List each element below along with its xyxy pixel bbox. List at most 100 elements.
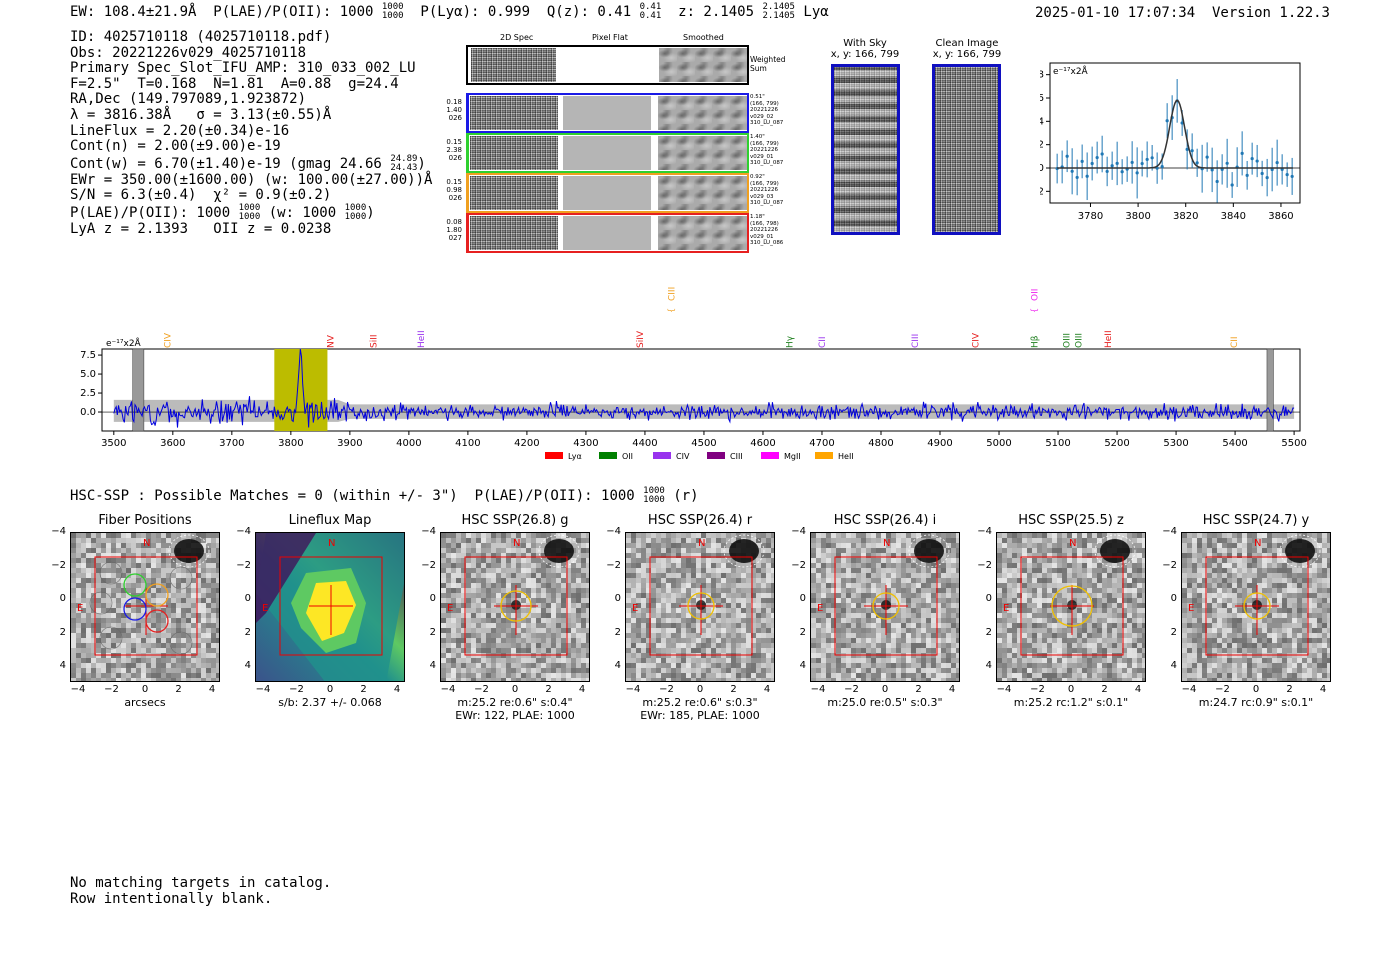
spectrum-xtick-label: 5500 <box>1281 438 1306 449</box>
zoom-datapoint <box>1245 173 1249 177</box>
legend-entry: MgII <box>761 452 801 461</box>
neighbor-source <box>729 539 759 563</box>
cutout-xtick-label: −4 <box>625 684 641 695</box>
cutout-ytick-label: −2 <box>51 559 66 571</box>
cutout-ytick-label: −2 <box>791 559 806 571</box>
cutout-ytick-label: −2 <box>606 559 621 571</box>
cutout-xtick-label: −4 <box>1181 684 1197 695</box>
cutout-title: HSC SSP(26.4) r <box>647 513 753 528</box>
spectrum-xtick-label: 4800 <box>868 438 893 449</box>
fiber-strip-4 <box>466 213 749 253</box>
legend-entry: HeII <box>815 452 854 461</box>
line-window-highlight <box>274 349 328 431</box>
cutout-xtick-label: −2 <box>289 684 304 695</box>
cutout-xtick-label: 2 <box>1286 684 1293 695</box>
svg-text:OII: OII <box>1030 289 1040 301</box>
neighbor-source <box>544 539 574 563</box>
cutout-ytick-label: −4 <box>51 526 66 537</box>
spectrum-xtick-label: 3600 <box>160 438 185 449</box>
fiber-right-label: 1.40" (166, 799) 20221226 v029_01 310_LU_087 <box>750 134 784 166</box>
east-marker: E <box>1188 603 1194 614</box>
fiber-smoothed <box>658 176 747 210</box>
info-lambda: λ = 3816.38Å σ = 3.13(±0.55)Å <box>70 106 332 123</box>
cutout-ytick-label: 0 <box>1170 593 1177 604</box>
zoom-datapoint <box>1215 179 1219 184</box>
header-z-range: 2.1405 2.1405 <box>762 2 795 21</box>
spectrum-xtick-label: 5200 <box>1104 438 1129 449</box>
spectrum-ytick-label: 7.5 <box>80 350 96 361</box>
cutout-xtick-label: 2 <box>545 684 552 695</box>
cutout-xtick-label: 0 <box>1067 684 1075 695</box>
weighted-sum-2dspec <box>471 48 556 82</box>
cutout-xtick-label: −4 <box>810 684 826 695</box>
zoom-datapoint <box>1115 161 1119 166</box>
fiber-pixelflat <box>563 176 651 210</box>
aperture-box <box>279 556 383 656</box>
header-summary: EW: 108.4±21.9Å P(LAE)/P(OII): 1000 1000… <box>70 3 829 21</box>
svg-text:CII: CII <box>1230 336 1240 348</box>
cutout-xtick-label: −2 <box>104 684 119 695</box>
zoom-ylabel: e⁻¹⁷x2Å <box>1053 65 1089 77</box>
fiber-2dspec <box>470 136 558 170</box>
spectrum-ytick-label: 0.0 <box>80 407 96 418</box>
weighted-sum-label: Weighted Sum <box>750 55 786 73</box>
cutout-xtick-label: 2 <box>1101 684 1108 695</box>
zoom-ytick-label: 4 <box>1040 116 1044 127</box>
cutout-xtick-label: 4 <box>1134 684 1142 695</box>
zoom-datapoint <box>1225 161 1229 165</box>
svg-text:HeII: HeII <box>1104 330 1114 348</box>
aperture-circle <box>500 590 532 622</box>
info-lyaz: LyA z = 2.1393 OII z = 0.0238 <box>70 220 332 237</box>
east-marker: E <box>77 603 83 614</box>
svg-text:OIII: OIII <box>1062 333 1072 348</box>
zoom-datapoint <box>1095 155 1099 160</box>
spectrum-xtick-label: 4600 <box>750 438 775 449</box>
header-plae-fraction: 1000 1000 <box>381 2 404 21</box>
cutout-title: HSC SSP(26.4) i <box>833 513 937 528</box>
zoom-datapoint <box>1120 170 1124 174</box>
zoom-ytick-label: 8 <box>1040 70 1044 81</box>
spectrum-xtick-label: 3800 <box>278 438 303 449</box>
zoom-datapoint <box>1065 154 1069 158</box>
spectrum-ytick-label: 2.5 <box>80 388 96 399</box>
spectrum-xtick-label: 4700 <box>809 438 834 449</box>
zoom-datapoint <box>1230 183 1234 187</box>
clean-image-title: Clean Image x, y: 166, 799 <box>932 38 1002 60</box>
spectrum-xtick-label: 4200 <box>514 438 539 449</box>
svg-text:Lyα: Lyα <box>568 452 582 461</box>
svg-text:CIV: CIV <box>676 452 690 461</box>
cutout-ytick-label: 0 <box>59 593 66 604</box>
fiber-pixelflat <box>563 136 651 170</box>
cutout-xtick-label: −4 <box>996 684 1012 695</box>
cutout-ytick-label: 4 <box>429 660 436 671</box>
zoom-datapoint <box>1240 151 1244 155</box>
fiber-2dspec <box>470 96 558 130</box>
weighted-sum-strip <box>466 45 749 85</box>
cutout-caption: s/b: 2.37 +/- 0.068 <box>278 696 382 709</box>
cutout-ytick-label: 2 <box>244 626 251 638</box>
aperture-circle <box>872 592 900 620</box>
zoom-datapoint <box>1145 157 1149 162</box>
cutout-caption: m:25.2 rc:1.2" s:0.1" <box>1013 696 1129 709</box>
cutout-xtick-label: −2 <box>1030 684 1045 695</box>
cutout-title: HSC SSP(26.8) g <box>461 513 569 528</box>
hsc-matches-title: HSC-SSP : Possible Matches = 0 (within +… <box>70 486 699 505</box>
detection-info: ID: 4025710118 (4025710118.pdf) Obs: 202… <box>70 29 432 238</box>
cutout-xtick-label: 4 <box>208 684 216 695</box>
fiber-circle <box>123 597 147 621</box>
north-marker: N <box>698 538 705 549</box>
header-plya: P(Lyα): 0.999 <box>420 4 530 20</box>
cutout-ytick-label: 2 <box>614 626 621 638</box>
info-obs: Obs: 20221226v029_4025710118 <box>70 44 307 61</box>
svg-text:CIII: CIII <box>667 287 677 301</box>
cutout-xtick-label: −4 <box>70 684 86 695</box>
svg-text:{: { <box>666 308 675 313</box>
full-spectrum-plot: CIV{NV{SiII{HeII{SiIV{CIII{Hγ{CII{CIII{C… <box>80 287 1307 461</box>
zoom-datapoint <box>1210 168 1214 172</box>
svg-text:HeII: HeII <box>838 452 854 461</box>
zoom-datapoint <box>1260 171 1264 176</box>
zoom-datapoint <box>1290 174 1294 179</box>
zoom-datapoint <box>1190 149 1194 153</box>
